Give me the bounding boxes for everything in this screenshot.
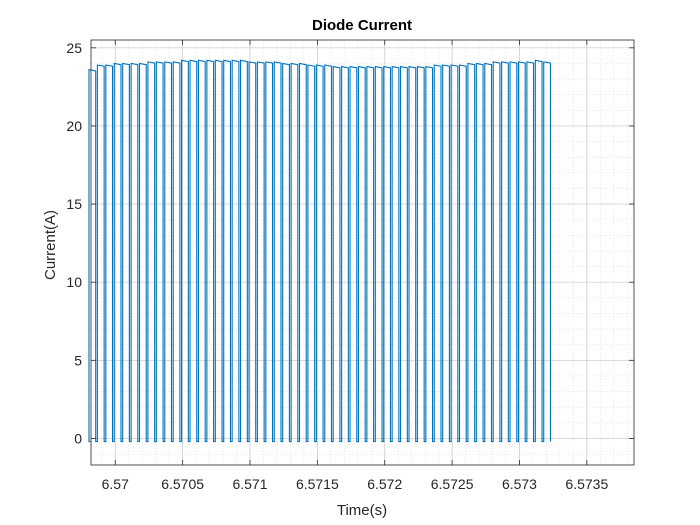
x-axis: 6.57 6.5705 6.571 6.5715 6.572 6.5725 6.573 6.5…: [102, 40, 608, 492]
x-axis-label: Time(s): [337, 502, 387, 519]
x-tick-label: 6.57: [102, 476, 129, 492]
y-tick-label: 0: [74, 430, 82, 446]
x-tick-label: 6.5705: [161, 476, 204, 492]
chart-title: Diode Current: [312, 17, 412, 34]
y-tick-label: 20: [66, 118, 82, 134]
y-tick-label: 5: [74, 352, 82, 368]
plot-frame: [90, 39, 635, 466]
y-tick-label: 25: [66, 40, 82, 56]
plot-area: [91, 40, 634, 465]
x-tick-label: 6.5715: [296, 476, 339, 492]
x-tick-label: 6.571: [232, 476, 267, 492]
x-tick-label: 6.5735: [565, 476, 608, 492]
y-tick-label: 10: [66, 274, 82, 290]
x-tick-label: 6.572: [367, 476, 402, 492]
y-axis-label: Current(A): [42, 210, 59, 280]
series-line-diode-current: [88, 59, 552, 443]
x-tick-label: 6.5725: [431, 476, 474, 492]
x-tick-label: 6.573: [502, 476, 537, 492]
y-axis: 0 5 10 15 20 25: [66, 40, 634, 446]
y-tick-label: 15: [66, 196, 82, 212]
